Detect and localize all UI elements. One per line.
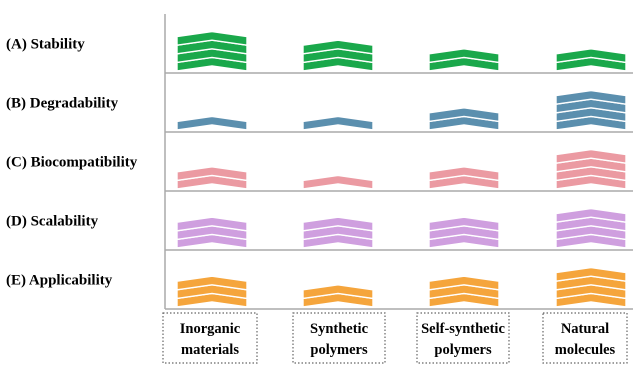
mark-layer xyxy=(176,30,248,47)
category-box xyxy=(416,312,510,364)
row-label: (B) Degradability xyxy=(6,96,119,112)
category-box xyxy=(292,312,386,364)
data-mark xyxy=(176,216,248,249)
data-mark xyxy=(555,207,627,249)
mark-layer xyxy=(428,275,500,291)
row-labels: (A) Stability (B) Degradability (C) Biocom… xyxy=(6,37,138,289)
data-mark xyxy=(428,166,500,190)
mark-layer xyxy=(428,107,500,123)
category-label: Self-synthetic xyxy=(421,321,505,337)
category-label: polymers xyxy=(434,342,492,358)
mark-layer xyxy=(176,115,248,131)
mark-layer xyxy=(302,174,374,190)
mark-layer xyxy=(555,266,627,283)
category-label: materials xyxy=(181,342,239,358)
data-mark xyxy=(176,115,248,131)
category-box xyxy=(542,312,628,364)
data-mark xyxy=(555,89,627,131)
data-mark xyxy=(555,266,627,308)
data-mark xyxy=(176,30,248,72)
data-mark xyxy=(302,115,374,131)
category-box xyxy=(162,312,258,364)
mark-layer xyxy=(555,89,627,106)
category-label: Natural xyxy=(561,321,609,337)
mark-layer xyxy=(555,148,627,165)
mark-layer xyxy=(302,115,374,131)
row-label: (D) Scalability xyxy=(6,214,99,230)
data-mark xyxy=(302,39,374,72)
stacked-marks xyxy=(176,30,627,308)
row-label: (E) Applicability xyxy=(6,273,113,289)
category-label: Inorganic xyxy=(180,321,241,337)
mark-layer xyxy=(428,48,500,64)
row-label: (A) Stability xyxy=(6,37,85,53)
mark-layer xyxy=(176,275,248,291)
mark-layer xyxy=(555,207,627,224)
data-mark xyxy=(428,216,500,249)
category-label: Synthetic xyxy=(310,321,369,337)
mark-layer xyxy=(176,166,248,182)
data-mark xyxy=(555,148,627,190)
data-mark xyxy=(428,275,500,308)
data-mark xyxy=(302,284,374,308)
mark-layer xyxy=(302,216,374,232)
category-label: molecules xyxy=(555,342,616,358)
category-label-boxes: Inorganic materials Synthetic polymers Self-… xyxy=(162,312,628,364)
row-gridlines xyxy=(165,72,633,310)
mark-layer xyxy=(302,284,374,300)
data-mark xyxy=(428,107,500,131)
mark-layer xyxy=(428,216,500,232)
mark-layer xyxy=(555,48,627,64)
mark-layer xyxy=(176,216,248,232)
data-mark xyxy=(302,174,374,190)
data-mark xyxy=(428,48,500,72)
category-label: polymers xyxy=(310,342,368,358)
data-mark xyxy=(176,166,248,190)
data-mark xyxy=(555,48,627,72)
mark-layer xyxy=(428,166,500,182)
data-mark xyxy=(302,216,374,249)
data-mark xyxy=(176,275,248,308)
mark-layer xyxy=(302,39,374,55)
row-label: (C) Biocompatibility xyxy=(6,155,138,171)
